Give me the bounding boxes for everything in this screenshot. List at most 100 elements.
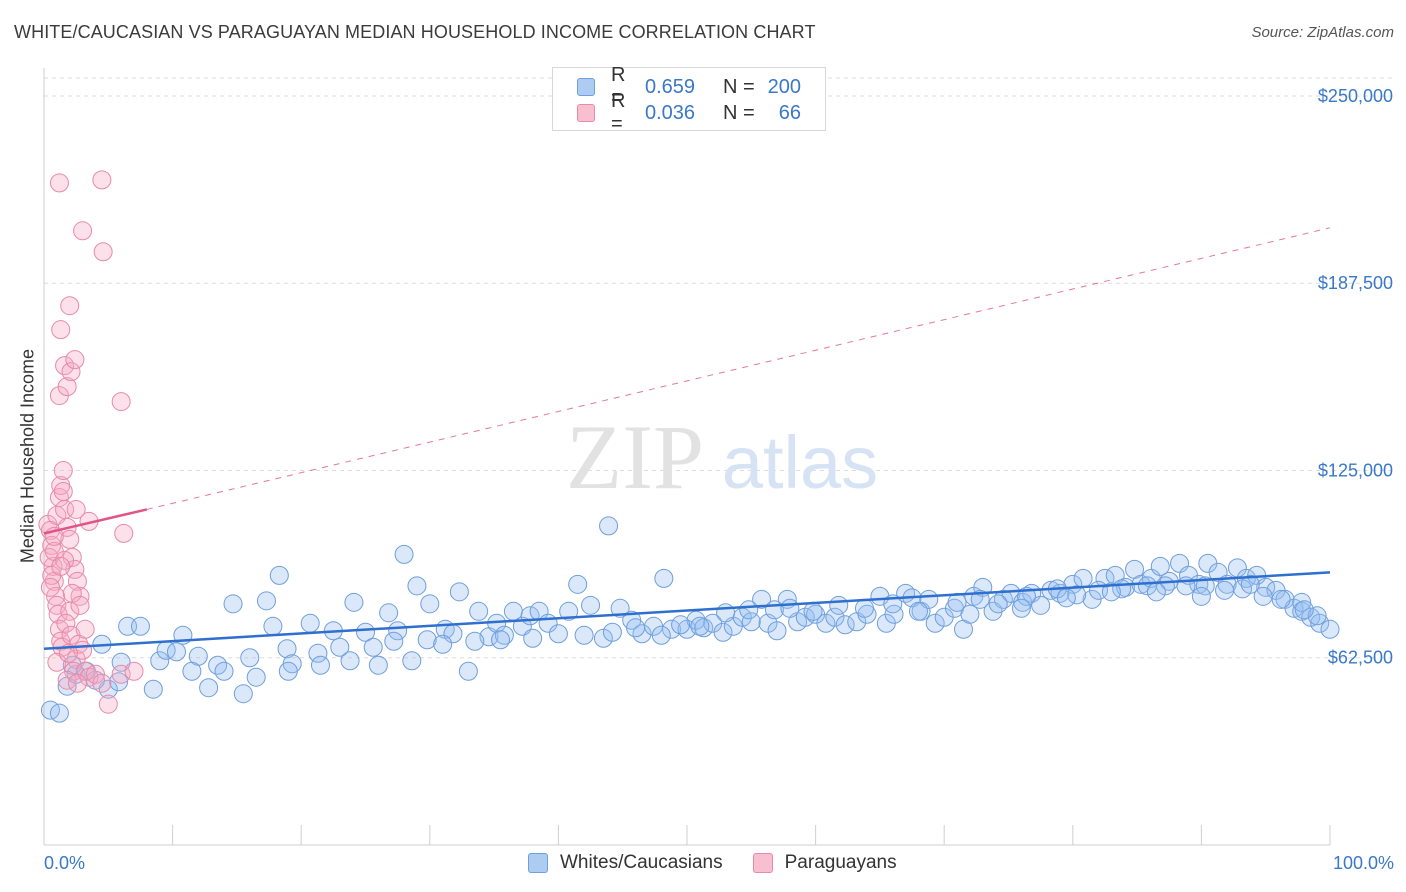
point-whites [1294,600,1314,620]
point-whites [150,651,170,671]
point-whites [741,612,761,632]
legend-n-label: N = [723,75,755,98]
point-paraguayans [60,529,80,549]
point-whites [908,601,928,621]
point-whites [581,595,601,615]
point-whites [256,591,276,611]
point-whites [420,594,440,614]
point-whites [199,678,219,698]
point-whites [1307,606,1327,626]
legend-n-label: N = [723,101,755,124]
point-whites [651,625,671,645]
point-whites [223,594,243,614]
point-whites [49,703,69,723]
point-whites [182,661,202,681]
point-paraguayans [53,481,73,501]
point-whites [960,604,980,624]
legend-n-value: 66 [778,101,801,124]
point-paraguayans [62,583,82,603]
point-paraguayans [56,613,76,633]
point-whites [1150,556,1170,576]
point-whites [829,595,849,615]
point-whites [671,615,691,635]
point-whites [626,618,646,638]
point-paraguayans [66,499,86,519]
trend-line-paraguayans-extension [146,227,1331,510]
trend-lines [43,227,1331,651]
bottom-legend-swatch-whites [528,853,548,873]
point-whites [568,574,588,594]
point-whites [686,610,706,630]
point-paraguayans [60,296,80,316]
point-whites [310,655,330,675]
point-whites [610,598,630,618]
point-whites [166,642,186,662]
point-whites [780,598,800,618]
point-whites [1101,582,1121,602]
point-whites [394,544,414,564]
bottom-legend-item-paraguayans: Paraguayans [752,852,897,874]
point-whites [1215,580,1235,600]
x-tick-label-min: 0.0% [44,853,86,873]
point-whites [465,631,485,651]
point-paraguayans [40,577,60,597]
axes [43,68,1331,846]
point-whites [803,601,823,621]
point-whites [884,604,904,624]
point-whites [330,637,350,657]
legend-swatch-whites [577,78,595,96]
bottom-legend-item-whites: Whites/Caucasians [528,852,723,874]
point-whites [602,622,622,642]
point-whites [559,601,579,621]
legend-r-value: 0.036 [645,101,696,124]
point-paraguayans [111,664,131,684]
point-whites [417,630,437,650]
point-whites [240,648,260,668]
point-whites [491,630,511,650]
point-paraguayans [70,595,90,615]
point-whites [1191,586,1211,606]
point-whites [402,651,422,671]
point-paraguayans [53,460,73,480]
point-whites [246,667,266,687]
point-whites [1011,598,1031,618]
point-whites [356,622,375,642]
legend-row-paraguayans: R = 0.036 N = 66 [577,90,801,135]
point-whites [1310,613,1330,633]
point-whites [130,616,150,636]
point-whites [1195,576,1215,596]
point-whites [752,589,772,609]
watermark-zip: ZIP [566,406,704,508]
bottom-legend-label-whites: Whites/Caucasians [560,852,723,873]
point-paraguayans [49,173,69,193]
point-whites [269,565,289,585]
point-whites [340,651,360,671]
point-paraguayans [124,661,144,681]
chart-title: WHITE/CAUCASIAN VS PARAGUAYAN MEDIAN HOU… [14,22,816,42]
point-whites [363,637,383,657]
point-paraguayans [67,571,87,591]
point-paraguayans [93,242,113,262]
point-whites [654,568,674,588]
point-whites [523,628,543,648]
point-whites [214,661,234,681]
point-whites [970,589,990,609]
point-paraguayans [51,556,71,576]
point-paraguayans [67,673,87,693]
point-whites [407,576,427,596]
y-tick-label: $125,000 [1318,460,1393,480]
point-whites [690,616,710,636]
point-whites [458,661,478,681]
point-whites [599,516,619,536]
legend-n-value: 200 [767,75,801,98]
y-tick-label: $187,500 [1318,273,1393,293]
legend: R = 0.659 N = 200 R = 0.036 N = 66 [552,64,826,135]
point-whites [449,582,469,602]
point-paraguayans [75,619,95,639]
point-paraguayans [55,550,75,570]
point-whites [1271,589,1291,609]
point-whites [825,607,845,627]
y-tick-label: $62,500 [1328,648,1393,668]
point-whites [263,616,283,636]
watermark-atlas: atlas [722,421,878,504]
